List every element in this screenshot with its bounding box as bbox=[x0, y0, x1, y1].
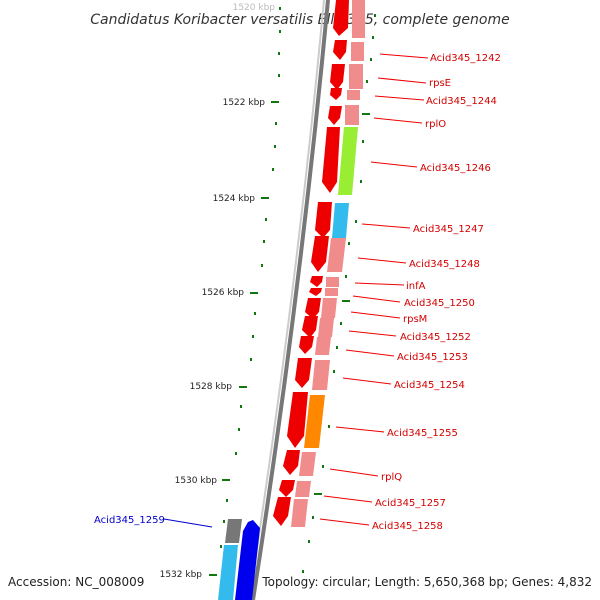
gene-label-acid345-1258[interactable]: Acid345_1258 bbox=[372, 521, 443, 532]
cog-block-1257 bbox=[295, 481, 311, 497]
cog-block-1248 bbox=[327, 238, 346, 272]
gene-label-rplQ[interactable]: rplQ bbox=[381, 472, 402, 483]
gene-acid345-1259[interactable] bbox=[235, 520, 260, 600]
genome-backbone bbox=[251, 0, 330, 600]
gene-label-acid345-1242[interactable]: Acid345_1242 bbox=[430, 53, 501, 64]
gene-acid345-1257[interactable] bbox=[279, 480, 295, 497]
leader-lines bbox=[319, 53, 429, 526]
gene-label-acid345-1246[interactable]: Acid345_1246 bbox=[420, 163, 491, 174]
scale-label-1532: 1532 kbp bbox=[160, 570, 203, 580]
cog-block-1246 bbox=[338, 127, 358, 195]
cog-block-1250 bbox=[325, 288, 338, 296]
gene-label-acid345-1255[interactable]: Acid345_1255 bbox=[387, 428, 458, 439]
cog-block-1242 bbox=[351, 42, 364, 61]
cog-block-1254 bbox=[312, 360, 330, 390]
gene-acid345-1250[interactable] bbox=[309, 288, 322, 296]
gene-label-acid345-1244[interactable]: Acid345_1244 bbox=[426, 96, 497, 107]
scale-label-1522: 1522 kbp bbox=[223, 98, 266, 108]
accession-text: Accession: NC_008009 bbox=[8, 575, 144, 589]
gene-acid345-1255[interactable] bbox=[287, 392, 308, 448]
gene-label-rplO[interactable]: rplO bbox=[425, 119, 446, 130]
gene-label-acid345-1250[interactable]: Acid345_1250 bbox=[404, 298, 475, 309]
cog-block-1258 bbox=[291, 499, 308, 527]
cog-block-1259-cyan bbox=[218, 545, 238, 600]
gene-rplO[interactable] bbox=[328, 106, 342, 125]
cog-block-rpsE bbox=[349, 64, 363, 89]
gene-label-infA[interactable]: infA bbox=[406, 281, 426, 292]
scale-label-1526: 1526 kbp bbox=[202, 288, 245, 298]
gene-acid345-1253[interactable] bbox=[299, 336, 314, 354]
gene-acid345-1247[interactable] bbox=[315, 202, 332, 238]
gene-acid345-1252[interactable] bbox=[302, 316, 318, 338]
inner-ticks bbox=[302, 14, 376, 573]
scale-label-1524: 1524 kbp bbox=[213, 194, 256, 204]
gene-label-rpsM[interactable]: rpsM bbox=[403, 314, 427, 325]
reverse-genes bbox=[218, 519, 260, 600]
scale-ticks bbox=[209, 7, 281, 576]
leader-line-1259 bbox=[163, 518, 213, 528]
forward-genes bbox=[273, 0, 349, 526]
gene-rpsE[interactable] bbox=[330, 64, 345, 90]
gene-label-acid345-1257[interactable]: Acid345_1257 bbox=[375, 498, 446, 509]
scale-label-1520: 1520 kbp bbox=[233, 3, 276, 13]
gene-label-acid345-1248[interactable]: Acid345_1248 bbox=[409, 259, 480, 270]
gene-acid345-1244[interactable] bbox=[330, 88, 342, 100]
scale-label-1530: 1530 kbp bbox=[175, 476, 218, 486]
cog-block-rpsM bbox=[321, 298, 337, 318]
cog-block-1247 bbox=[332, 203, 349, 238]
gene-rpsM[interactable] bbox=[305, 298, 321, 319]
cog-block-1253 bbox=[315, 337, 331, 355]
gene-acid345-1241[interactable] bbox=[333, 0, 349, 36]
gene-label-acid345-1259[interactable]: Acid345_1259 bbox=[94, 515, 165, 526]
gene-label-acid345-1254[interactable]: Acid345_1254 bbox=[394, 380, 465, 391]
gene-acid345-1242[interactable] bbox=[333, 40, 347, 60]
map-title: Candidatus Koribacter versatilis Ellin34… bbox=[90, 12, 509, 28]
cog-block-1244 bbox=[347, 90, 360, 100]
gene-label-acid345-1247[interactable]: Acid345_1247 bbox=[413, 224, 484, 235]
cog-block-rplO bbox=[345, 105, 359, 125]
gene-acid345-1248[interactable] bbox=[311, 236, 329, 272]
gene-label-acid345-1253[interactable]: Acid345_1253 bbox=[397, 352, 468, 363]
cog-track bbox=[291, 0, 365, 527]
gene-acid345-1258[interactable] bbox=[273, 497, 291, 526]
topology-text: Topology: circular; Length: 5,650,368 bp… bbox=[261, 575, 592, 589]
gene-rplQ[interactable] bbox=[283, 450, 300, 475]
cog-block-rplQ bbox=[299, 452, 316, 476]
gene-acid345-1246[interactable] bbox=[322, 127, 340, 193]
gene-acid345-1254[interactable] bbox=[295, 358, 312, 388]
gene-infA[interactable] bbox=[310, 276, 323, 287]
cog-block-1241 bbox=[352, 0, 365, 38]
gene-label-rpsE[interactable]: rpsE bbox=[429, 78, 451, 89]
cog-block-1255 bbox=[304, 395, 325, 448]
genome-backbone-shadow bbox=[248, 0, 325, 600]
cog-block-infA bbox=[326, 277, 339, 287]
cog-block-1259-grey bbox=[225, 519, 242, 543]
scale-label-1528: 1528 kbp bbox=[190, 382, 233, 392]
cog-block-1252 bbox=[318, 318, 334, 337]
gene-label-acid345-1252[interactable]: Acid345_1252 bbox=[400, 332, 471, 343]
